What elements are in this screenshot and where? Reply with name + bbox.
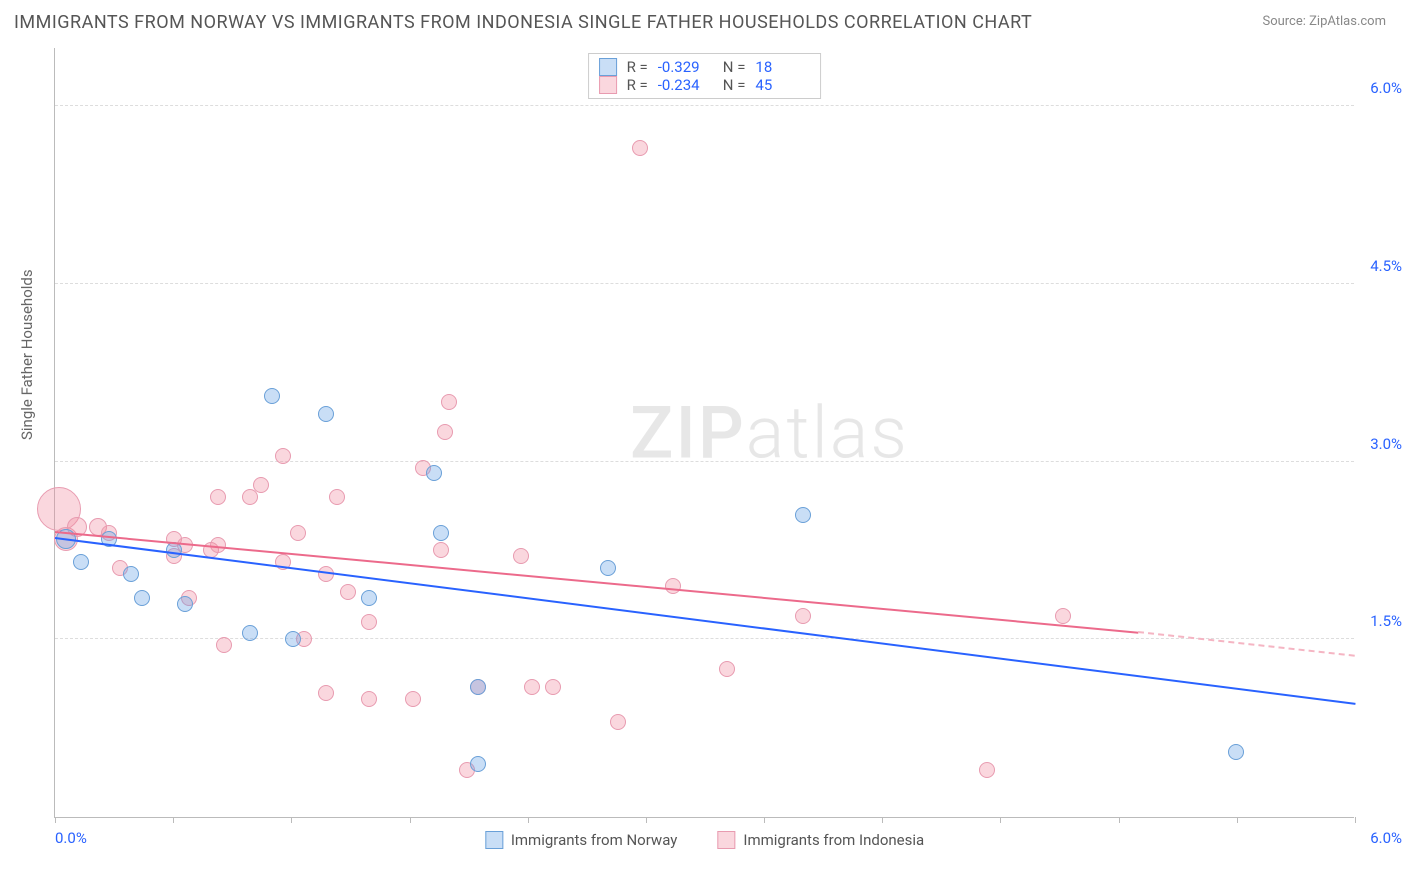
correlation-legend: R = -0.329 N = 18 R = -0.234 N = 45 <box>588 53 822 99</box>
x-tick <box>764 817 765 823</box>
scatter-point-indonesia <box>340 584 356 600</box>
watermark: ZIPatlas <box>630 390 909 475</box>
legend-swatch <box>717 831 735 849</box>
scatter-point-norway <box>361 590 377 606</box>
y-axis-label: Single Father Households <box>18 269 36 440</box>
scatter-point-indonesia <box>361 614 377 630</box>
scatter-point-norway <box>285 631 301 647</box>
x-tick <box>1119 817 1120 823</box>
legend-series-label: Immigrants from Norway <box>511 831 678 849</box>
x-tick <box>528 817 529 823</box>
legend-swatch <box>599 76 617 94</box>
scatter-point-norway <box>318 406 334 422</box>
scatter-point-norway <box>264 388 280 404</box>
scatter-point-norway <box>795 507 811 523</box>
x-axis-min-label: 0.0% <box>55 829 87 847</box>
scatter-point-norway <box>123 566 139 582</box>
scatter-point-indonesia <box>329 489 345 505</box>
scatter-point-norway <box>433 525 449 541</box>
y-tick-label: 4.5% <box>1370 257 1402 275</box>
x-tick <box>291 817 292 823</box>
x-tick <box>882 817 883 823</box>
scatter-point-norway <box>134 590 150 606</box>
gridline <box>55 105 1354 106</box>
scatter-point-indonesia <box>210 489 226 505</box>
scatter-point-indonesia <box>610 714 626 730</box>
scatter-point-indonesia <box>216 637 232 653</box>
trendline-norway <box>55 537 1355 705</box>
scatter-point-indonesia <box>290 525 306 541</box>
source-label: Source: ZipAtlas.com <box>1262 14 1386 29</box>
chart-title: IMMIGRANTS FROM NORWAY VS IMMIGRANTS FRO… <box>14 12 1032 33</box>
legend-series-item: Immigrants from Indonesia <box>717 831 924 849</box>
r-label: R = <box>627 76 648 94</box>
legend-swatch <box>599 58 617 76</box>
scatter-point-indonesia <box>210 537 226 553</box>
y-tick-label: 1.5% <box>1370 612 1402 630</box>
scatter-point-norway <box>73 554 89 570</box>
r-label: R = <box>627 58 648 76</box>
x-tick <box>410 817 411 823</box>
y-tick-label: 6.0% <box>1370 79 1402 97</box>
n-value: 45 <box>755 76 810 94</box>
x-tick <box>1237 817 1238 823</box>
scatter-point-indonesia <box>545 679 561 695</box>
scatter-point-indonesia <box>275 448 291 464</box>
scatter-point-indonesia <box>441 394 457 410</box>
scatter-point-indonesia <box>405 691 421 707</box>
scatter-point-norway <box>177 596 193 612</box>
scatter-point-indonesia <box>632 140 648 156</box>
n-value: 18 <box>755 58 810 76</box>
legend-series-label: Immigrants from Indonesia <box>743 831 924 849</box>
legend-series-item: Immigrants from Norway <box>485 831 678 849</box>
scatter-point-norway <box>1228 744 1244 760</box>
x-tick <box>55 817 56 823</box>
legend-correlation-row: R = -0.234 N = 45 <box>599 76 811 94</box>
x-tick <box>1000 817 1001 823</box>
legend-swatch <box>485 831 503 849</box>
scatter-point-indonesia <box>318 685 334 701</box>
trendline-indonesia <box>55 531 1139 634</box>
n-label: N = <box>723 58 746 76</box>
plot-area: ZIPatlas R =-0.329N =18R =-0.234N =45 0.… <box>54 48 1354 818</box>
scatter-point-norway <box>166 542 182 558</box>
scatter-point-indonesia <box>437 424 453 440</box>
scatter-point-norway <box>242 625 258 641</box>
y-tick-label: 3.0% <box>1370 435 1402 453</box>
scatter-point-indonesia <box>719 661 735 677</box>
scatter-point-norway <box>470 679 486 695</box>
gridline <box>55 283 1354 284</box>
x-tick <box>173 817 174 823</box>
scatter-point-indonesia <box>242 489 258 505</box>
gridline <box>55 461 1354 462</box>
scatter-point-indonesia <box>979 762 995 778</box>
x-tick <box>1355 817 1356 823</box>
x-tick <box>646 817 647 823</box>
chart-container: IMMIGRANTS FROM NORWAY VS IMMIGRANTS FRO… <box>0 0 1406 892</box>
trendline-indonesia-extrapolated <box>1138 631 1355 657</box>
series-legend: Immigrants from Norway Immigrants from In… <box>485 831 924 849</box>
scatter-point-indonesia <box>1055 608 1071 624</box>
scatter-point-norway <box>600 560 616 576</box>
scatter-point-indonesia <box>524 679 540 695</box>
r-value: -0.329 <box>658 58 713 76</box>
scatter-point-norway <box>426 465 442 481</box>
scatter-point-indonesia <box>361 691 377 707</box>
scatter-point-norway <box>470 756 486 772</box>
scatter-point-indonesia <box>433 542 449 558</box>
scatter-point-indonesia <box>513 548 529 564</box>
x-axis-max-label: 6.0% <box>1370 829 1402 847</box>
legend-correlation-row: R = -0.329 N = 18 <box>599 58 811 76</box>
scatter-point-indonesia <box>795 608 811 624</box>
n-label: N = <box>723 76 746 94</box>
watermark-atlas: atlas <box>746 390 909 475</box>
watermark-zip: ZIP <box>630 390 746 475</box>
r-value: -0.234 <box>658 76 713 94</box>
scatter-point-indonesia <box>665 578 681 594</box>
